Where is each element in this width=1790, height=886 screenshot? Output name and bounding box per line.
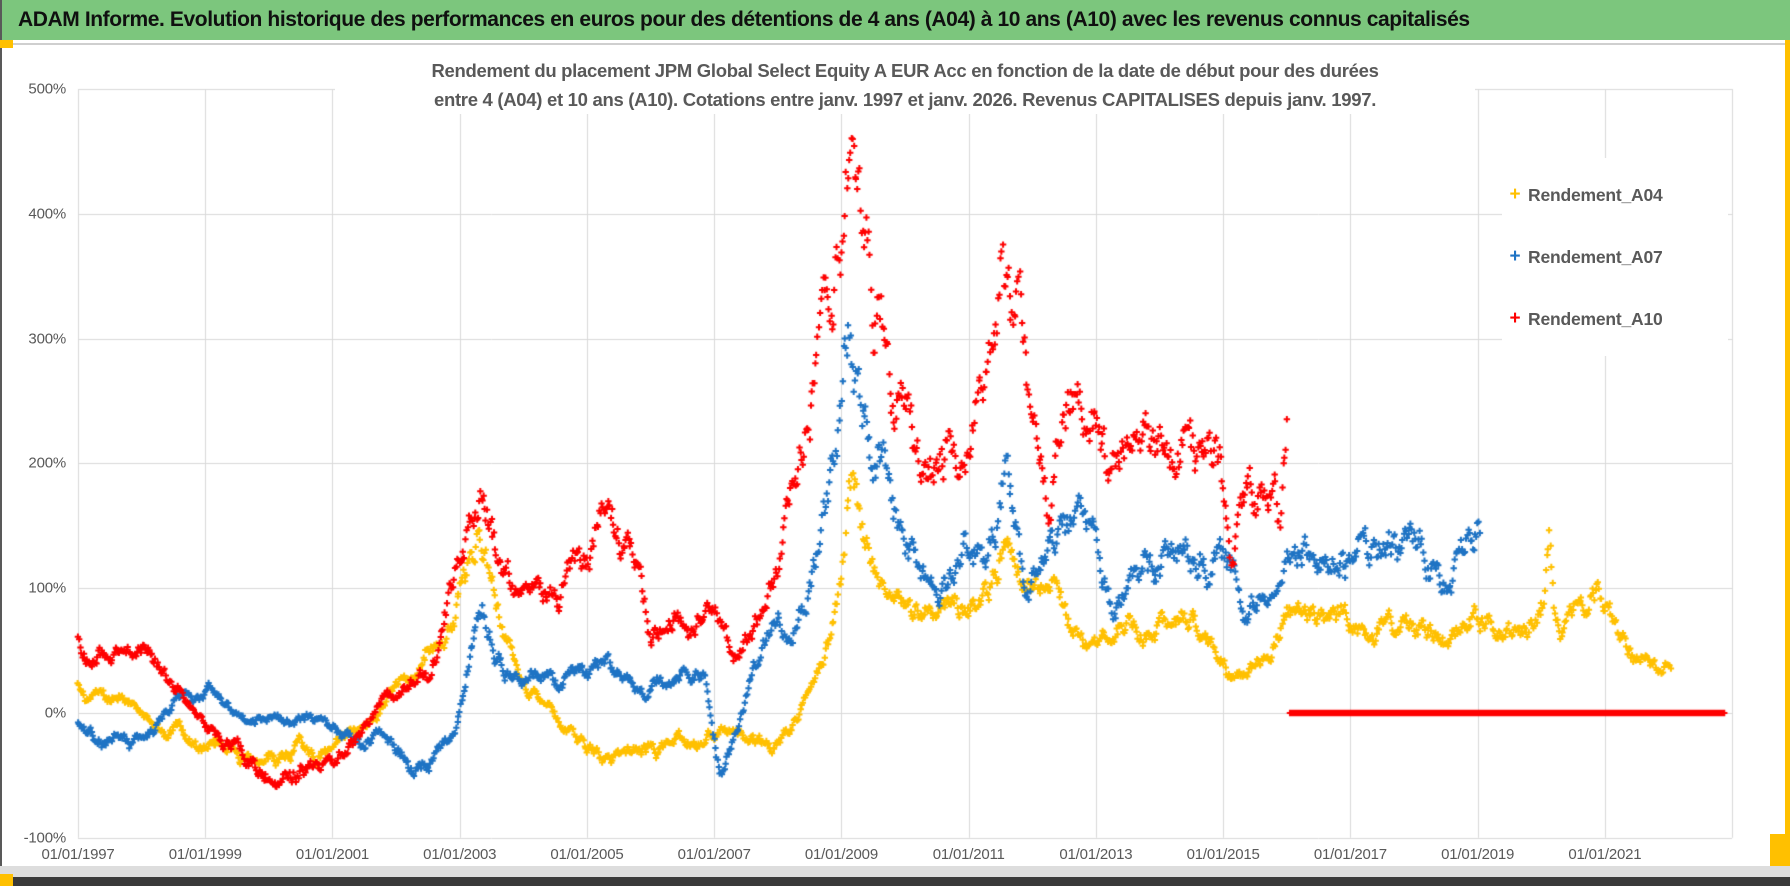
accent-top-left-chip <box>0 40 13 48</box>
legend-item-rendement_a04[interactable]: + Rendement_A04 <box>1502 164 1728 226</box>
x-axis-tick-label: 01/01/2021 <box>1568 846 1642 863</box>
legend-plus-marker-icon: + <box>1509 246 1521 267</box>
x-axis-tick-label: 01/01/1999 <box>168 846 242 863</box>
y-axis-tick-label: 400% <box>28 205 66 223</box>
report-title-text: ADAM Informe. Evolution historique des p… <box>18 8 1470 31</box>
legend-label: Rendement_A10 <box>1528 308 1663 329</box>
y-axis-tick-label: 200% <box>28 454 66 472</box>
y-axis-tick-label: 500% <box>28 80 66 98</box>
window-bottom-bar <box>0 877 1790 886</box>
x-axis-tick-label: 01/01/2011 <box>932 846 1005 863</box>
y-axis-tick-label: 0% <box>44 704 66 722</box>
bottom-scroll-strip[interactable] <box>0 866 1790 877</box>
x-axis-tick-label: 01/01/2007 <box>677 846 751 863</box>
accent-right-border <box>1785 40 1790 886</box>
x-axis-tick-label: 01/01/2003 <box>423 846 497 863</box>
chart-title-line2: entre 4 (A04) et 10 ans (A10). Cotations… <box>433 89 1377 110</box>
x-axis-tick-label: 01/01/2013 <box>1059 846 1133 863</box>
report-title-banner: ADAM Informe. Evolution historique des p… <box>0 0 1790 40</box>
x-axis-tick-label: 01/01/2009 <box>804 846 878 863</box>
x-axis-tick-label: 01/01/2015 <box>1186 846 1260 863</box>
x-axis-tick-label: 01/01/2019 <box>1441 846 1515 863</box>
chart-title: Rendement du placement JPM Global Select… <box>335 56 1475 114</box>
y-axis-tick-label: 300% <box>28 330 66 348</box>
x-axis-tick-label: 01/01/2017 <box>1313 846 1387 863</box>
y-axis-tick-label: 100% <box>28 579 66 597</box>
banner-divider <box>0 43 1790 45</box>
x-axis-tick-label: 01/01/1997 <box>41 846 115 863</box>
legend-plus-marker-icon: + <box>1509 308 1521 329</box>
accent-bottom-left-chip <box>0 874 13 886</box>
x-axis-tick-label: 01/01/2005 <box>550 846 624 863</box>
x-axis-tick-label: 01/01/2001 <box>295 846 370 863</box>
legend-label: Rendement_A07 <box>1528 246 1663 267</box>
legend-item-rendement_a10[interactable]: + Rendement_A10 <box>1502 288 1728 350</box>
legend-label: Rendement_A04 <box>1528 184 1663 205</box>
chart-legend: + Rendement_A04 + Rendement_A07 + Rendement_A… <box>1502 158 1728 356</box>
legend-plus-marker-icon: + <box>1509 184 1521 205</box>
chart-title-line1: Rendement du placement JPM Global Select… <box>431 60 1379 81</box>
y-axis-tick-label: -100% <box>23 829 67 847</box>
legend-item-rendement_a07[interactable]: + Rendement_A07 <box>1502 226 1728 288</box>
window-left-edge <box>0 0 2 886</box>
